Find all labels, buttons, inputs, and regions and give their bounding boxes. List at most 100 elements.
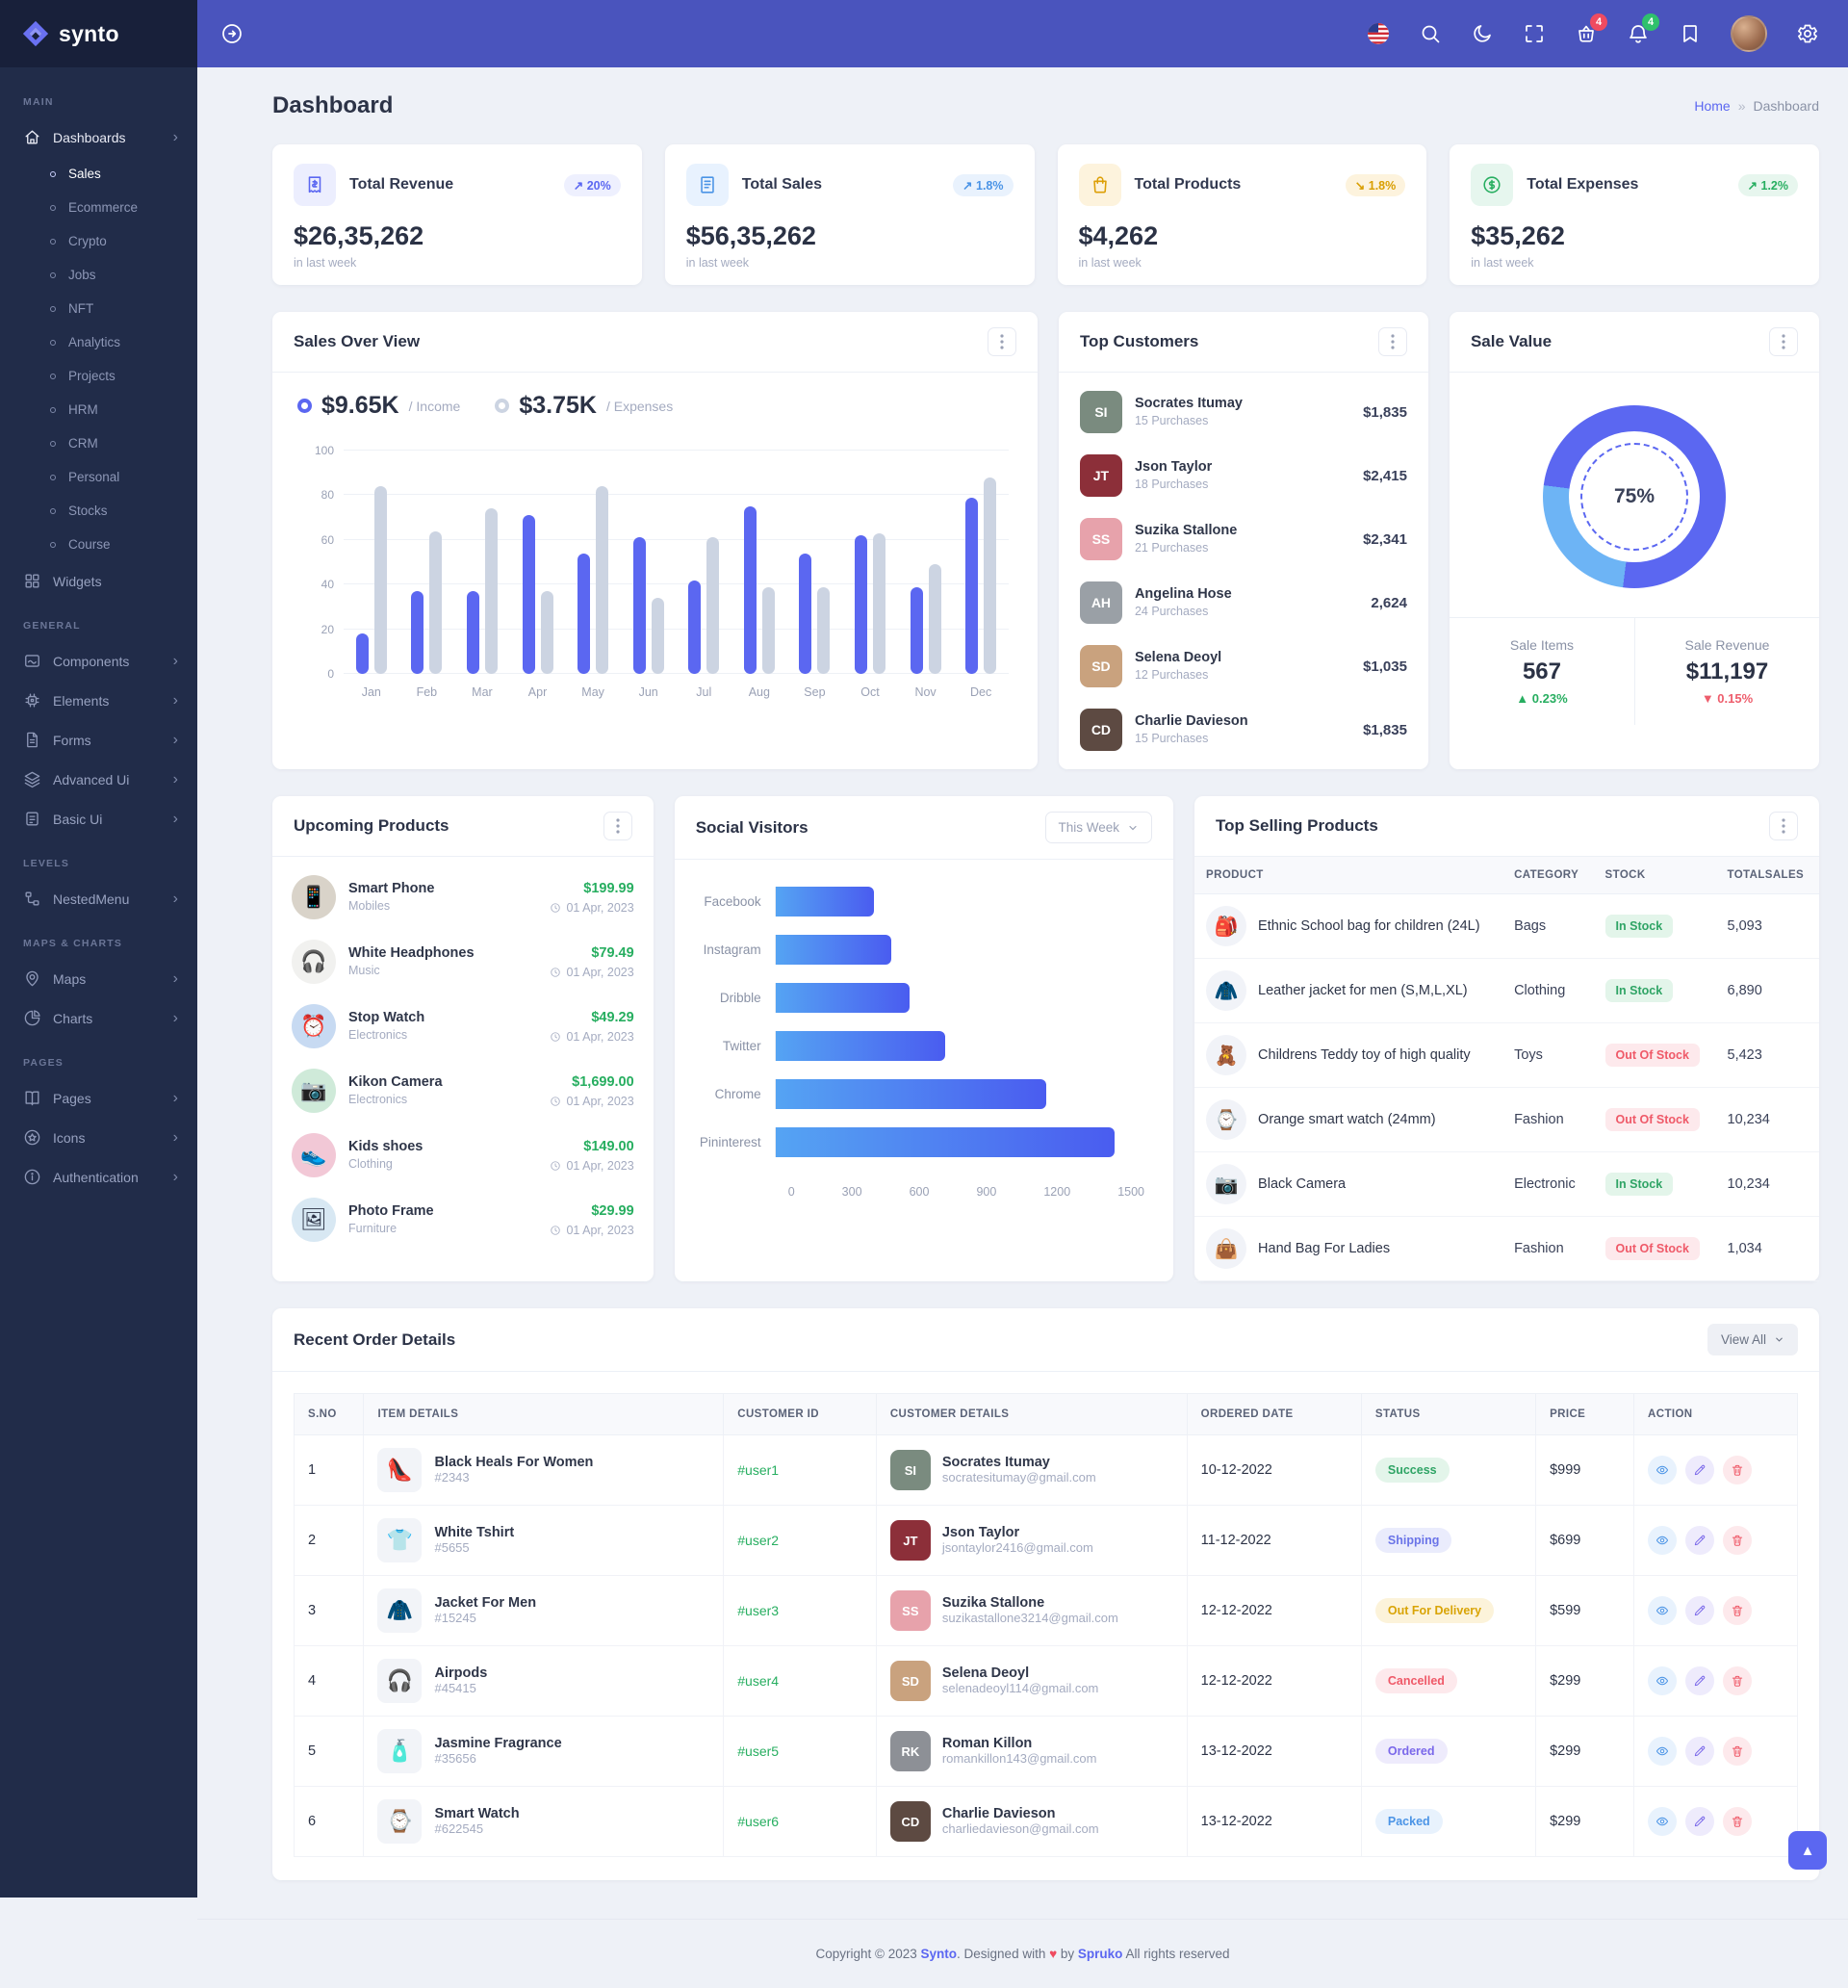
sidebar-subitem-stocks[interactable]: Stocks xyxy=(0,494,197,528)
sidebar-subitem-jobs[interactable]: Jobs xyxy=(0,258,197,292)
sidebar-item-charts[interactable]: Charts › xyxy=(0,998,197,1038)
sidebar-item-advanced-ui[interactable]: Advanced Ui › xyxy=(0,760,197,799)
product-name: Photo Frame xyxy=(348,1202,434,1219)
sidebar-item-widgets[interactable]: Widgets xyxy=(0,561,197,601)
breadcrumb-home[interactable]: Home xyxy=(1694,98,1731,114)
user-avatar[interactable] xyxy=(1731,15,1767,52)
sidebar-item-maps[interactable]: Maps › xyxy=(0,959,197,998)
notification-badge: 4 xyxy=(1590,13,1607,31)
gear-icon[interactable] xyxy=(1796,22,1819,45)
edit-order-button[interactable] xyxy=(1685,1526,1715,1555)
product-name: Hand Bag For Ladies xyxy=(1258,1241,1391,1256)
breadcrumb-current: Dashboard xyxy=(1753,98,1820,114)
trend-badge: ↘ 1.8% xyxy=(1345,173,1406,196)
sidebar-subitem-hrm[interactable]: HRM xyxy=(0,393,197,426)
avatar: JT xyxy=(1079,454,1122,497)
card-menu-button[interactable] xyxy=(987,327,1016,356)
sidebar-subitem-ecommerce[interactable]: Ecommerce xyxy=(0,191,197,224)
bookmark-icon[interactable] xyxy=(1679,22,1702,45)
bullet-icon xyxy=(50,170,56,177)
y-tick-label: 40 xyxy=(321,578,334,592)
bullet-icon xyxy=(50,541,56,548)
flag-us-icon[interactable] xyxy=(1367,22,1390,45)
brand-name: synto xyxy=(59,20,119,46)
search-icon[interactable] xyxy=(1419,22,1442,45)
sidebar-item-basic-ui[interactable]: Basic Ui › xyxy=(0,799,197,839)
sidebar-item-elements[interactable]: Elements › xyxy=(0,681,197,720)
view-order-button[interactable] xyxy=(1648,1807,1678,1836)
view-order-button[interactable] xyxy=(1648,1737,1678,1766)
edit-order-button[interactable] xyxy=(1685,1596,1715,1625)
sidebar-subitem-crypto[interactable]: Crypto xyxy=(0,224,197,258)
customer-amount: $1,835 xyxy=(1363,403,1407,421)
basket-icon[interactable]: 4 xyxy=(1575,13,1607,45)
product-image: 👟 xyxy=(292,1132,336,1177)
y-tick-label: Instagram xyxy=(703,942,761,957)
delete-order-button[interactable] xyxy=(1723,1737,1753,1766)
sidebar-item-forms[interactable]: Forms › xyxy=(0,720,197,760)
delete-order-button[interactable] xyxy=(1723,1526,1753,1555)
moon-icon[interactable] xyxy=(1471,22,1494,45)
edit-order-button[interactable] xyxy=(1685,1666,1715,1695)
sidebar-subitem-crm[interactable]: CRM xyxy=(0,426,197,460)
order-price: $999 xyxy=(1535,1434,1635,1506)
product-name: Kikon Camera xyxy=(348,1073,443,1090)
brand[interactable]: synto xyxy=(0,0,197,67)
trend-badge: ↗ 1.8% xyxy=(953,173,1014,196)
expenses-bar xyxy=(872,532,886,674)
product-category: Toys xyxy=(1502,1022,1594,1088)
product-category: Music xyxy=(348,963,380,977)
card-title: Upcoming Products xyxy=(294,816,449,835)
product-name: White Headphones xyxy=(348,944,475,961)
footer-designer-link[interactable]: Spruko xyxy=(1077,1947,1123,1961)
customer-purchases: 21 Purchases xyxy=(1134,541,1209,555)
product-name: Smart Phone xyxy=(348,880,435,896)
sidebar-subitem-sales[interactable]: Sales xyxy=(0,157,197,191)
bullet-icon xyxy=(50,305,56,312)
edit-order-button[interactable] xyxy=(1685,1737,1715,1766)
view-order-button[interactable] xyxy=(1648,1666,1678,1695)
sidebar-subitem-projects[interactable]: Projects xyxy=(0,359,197,393)
sidebar-subitem-course[interactable]: Course xyxy=(0,528,197,561)
delete-order-button[interactable] xyxy=(1723,1596,1753,1625)
sidemenu-toggle-icon[interactable] xyxy=(220,22,244,45)
bell-icon[interactable]: 4 xyxy=(1627,13,1659,45)
view-order-button[interactable] xyxy=(1648,1526,1678,1555)
edit-order-button[interactable] xyxy=(1685,1456,1715,1485)
edit-order-button[interactable] xyxy=(1685,1807,1715,1836)
view-order-button[interactable] xyxy=(1648,1456,1678,1485)
sidebar-item-authentication[interactable]: Authentication › xyxy=(0,1157,197,1197)
week-filter-dropdown[interactable]: This Week xyxy=(1044,812,1153,843)
bar-group-feb xyxy=(399,530,455,674)
avatar: SS xyxy=(889,1590,931,1631)
sidebar-subitem-nft[interactable]: NFT xyxy=(0,292,197,325)
sidebar-item-nestedmenu[interactable]: NestedMenu › xyxy=(0,879,197,918)
delete-order-button[interactable] xyxy=(1723,1666,1753,1695)
view-order-button[interactable] xyxy=(1648,1596,1678,1625)
sidebar-item-icons[interactable]: Icons › xyxy=(0,1118,197,1157)
scroll-to-top-button[interactable]: ▲ xyxy=(1788,1831,1827,1870)
sidebar-item-pages[interactable]: Pages › xyxy=(0,1078,197,1118)
top-selling-card: Top Selling Products PRODUCT CATEGORY STOC… xyxy=(1194,796,1819,1281)
total-sales: 1,034 xyxy=(1715,1216,1819,1281)
status-badge: Shipping xyxy=(1374,1528,1452,1553)
sidebar: synto MAIN Dashboards › Sales Ecommerce Cr… xyxy=(0,0,197,1898)
income-bar xyxy=(910,586,923,674)
bar-group-jan xyxy=(344,486,399,674)
card-menu-button[interactable] xyxy=(1769,812,1798,840)
sidebar-subitem-analytics[interactable]: Analytics xyxy=(0,325,197,359)
delete-order-button[interactable] xyxy=(1723,1456,1753,1485)
view-all-dropdown[interactable]: View All xyxy=(1707,1324,1798,1355)
card-menu-button[interactable] xyxy=(1377,327,1407,356)
card-menu-button[interactable] xyxy=(1769,327,1798,356)
customer-name: Charlie Davieson xyxy=(1134,713,1248,729)
sidebar-subitem-personal[interactable]: Personal xyxy=(0,460,197,494)
authentication-icon xyxy=(23,1168,41,1186)
card-menu-button[interactable] xyxy=(603,812,632,840)
footer-brand-link[interactable]: Synto xyxy=(920,1947,958,1961)
sidebar-item-dashboards[interactable]: Dashboards › xyxy=(0,117,197,157)
delete-order-button[interactable] xyxy=(1723,1807,1753,1836)
sidebar-item-components[interactable]: Components › xyxy=(0,641,197,681)
customer-email: romankillon143@gmail.com xyxy=(941,1751,1097,1766)
fullscreen-icon[interactable] xyxy=(1523,22,1546,45)
